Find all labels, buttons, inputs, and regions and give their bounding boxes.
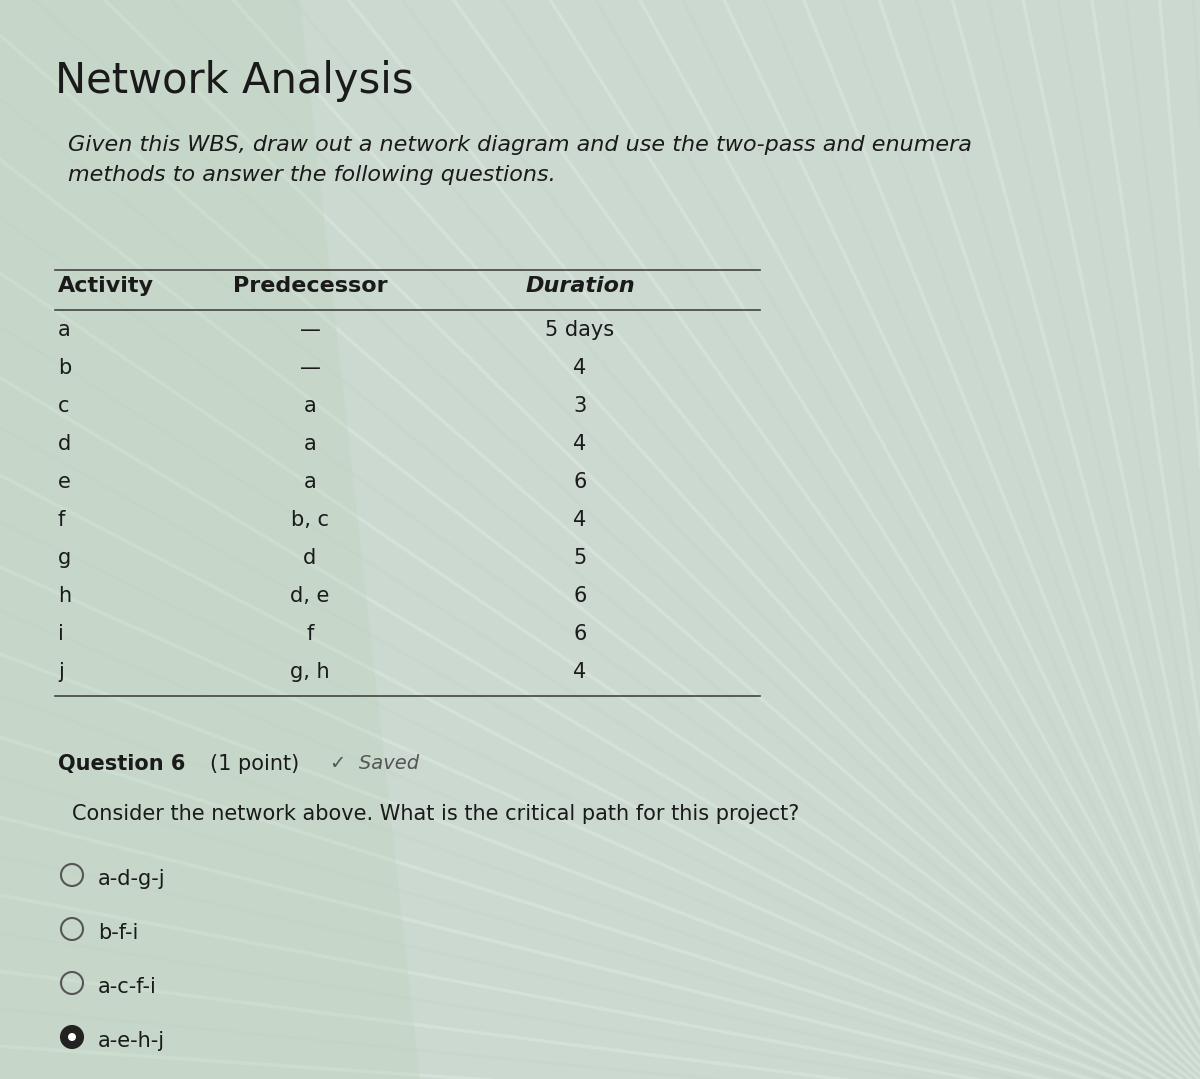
Text: d: d [58,434,71,454]
Text: Consider the network above. What is the critical path for this project?: Consider the network above. What is the … [72,804,799,824]
Text: Predecessor: Predecessor [233,276,388,296]
Text: (1 point): (1 point) [210,754,299,774]
Text: b, c: b, c [292,510,329,530]
Text: 4: 4 [574,510,587,530]
Text: g, h: g, h [290,663,330,682]
Text: 6: 6 [574,624,587,644]
Text: 5 days: 5 days [546,320,614,340]
Text: 3: 3 [574,396,587,416]
Text: b: b [58,358,71,378]
Text: 6: 6 [574,586,587,606]
Text: Duration: Duration [526,276,635,296]
Text: Activity: Activity [58,276,154,296]
Text: j: j [58,663,64,682]
Text: g: g [58,548,71,568]
Text: 4: 4 [574,663,587,682]
Text: f: f [306,624,313,644]
Text: Question 6: Question 6 [58,754,185,774]
Text: f: f [58,510,65,530]
Circle shape [68,1033,76,1041]
Text: a-e-h-j: a-e-h-j [98,1032,166,1051]
Text: Network Analysis: Network Analysis [55,60,414,103]
Text: 5: 5 [574,548,587,568]
Text: —: — [300,320,320,340]
Text: a-d-g-j: a-d-g-j [98,869,166,889]
Text: e: e [58,472,71,492]
Text: Given this WBS, draw out a network diagram and use the two-pass and enumera
meth: Given this WBS, draw out a network diagr… [68,135,972,185]
Text: b-f-i: b-f-i [98,923,138,943]
Polygon shape [0,0,420,1079]
Text: c: c [58,396,70,416]
Text: ✓  Saved: ✓ Saved [330,754,419,773]
Text: 4: 4 [574,434,587,454]
Circle shape [61,1026,83,1048]
Text: a: a [304,396,317,416]
Text: d: d [304,548,317,568]
Text: 6: 6 [574,472,587,492]
Text: i: i [58,624,64,644]
Text: h: h [58,586,71,606]
Text: a-c-f-i: a-c-f-i [98,976,157,997]
Text: —: — [300,358,320,378]
Text: a: a [58,320,71,340]
Text: d, e: d, e [290,586,330,606]
Text: a: a [304,434,317,454]
Text: 4: 4 [574,358,587,378]
Text: a: a [304,472,317,492]
